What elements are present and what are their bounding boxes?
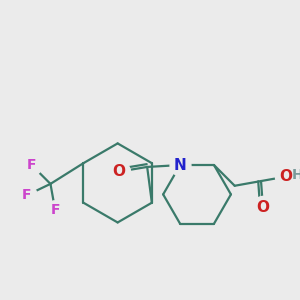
Text: F: F: [27, 158, 36, 172]
Text: F: F: [50, 203, 60, 217]
Text: N: N: [174, 158, 187, 172]
Text: O: O: [256, 200, 269, 215]
Text: O: O: [112, 164, 125, 179]
Text: O: O: [279, 169, 292, 184]
Text: H: H: [292, 168, 300, 182]
Text: F: F: [22, 188, 32, 202]
